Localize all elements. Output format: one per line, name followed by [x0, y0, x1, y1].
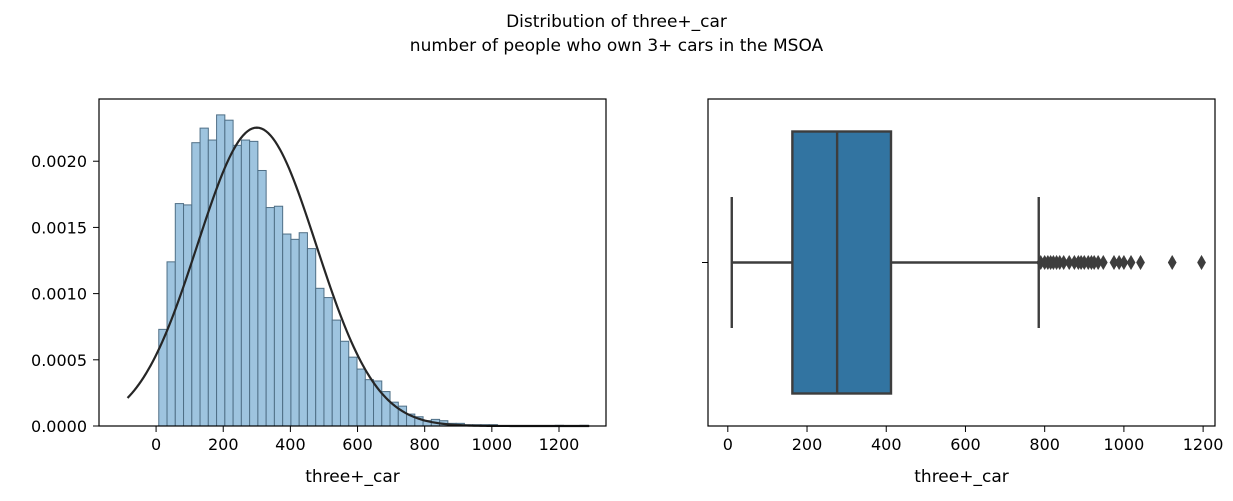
histogram-bar — [158, 328, 168, 427]
histogram-plot: 0 200 400 600 800 1000 1200 0.0000 0.0005 0.0010 0… — [31, 98, 607, 487]
histogram-bar — [339, 340, 350, 427]
histogram-bar — [166, 261, 176, 427]
histogram-bar — [232, 144, 242, 427]
histogram-bar — [282, 233, 292, 427]
chart-subtitle: number of people who own 3+ cars in the … — [409, 36, 824, 56]
x-tick-label: 1200 — [539, 435, 580, 454]
histogram-bar — [290, 238, 300, 427]
histogram-bar — [298, 232, 308, 427]
iqr-box — [791, 130, 893, 395]
histogram-bar — [249, 140, 259, 427]
x-tick-label: 0 — [151, 435, 161, 454]
outlier-point — [1119, 254, 1129, 271]
chart-title: Distribution of three+_car — [506, 12, 727, 32]
y-tick-label: 0.0010 — [31, 285, 87, 304]
x-tick-label: 800 — [409, 435, 440, 454]
x-tick-label: 1200 — [1183, 435, 1224, 454]
histogram-frame — [98, 98, 607, 427]
x-tick-label: 0 — [723, 435, 733, 454]
histogram-bar — [191, 142, 201, 427]
histogram-bar — [273, 205, 284, 427]
histogram-bar — [331, 319, 341, 427]
x-tick-label: 400 — [871, 435, 902, 454]
histogram-bar — [265, 207, 275, 427]
x-axis-label: three+_car — [305, 467, 399, 487]
histogram-bar — [174, 203, 185, 427]
histogram-bar — [323, 297, 333, 427]
histogram-bar — [257, 169, 267, 427]
x-axis-label: three+_car — [914, 467, 1008, 487]
y-tick-label: 0.0015 — [31, 218, 87, 237]
boxplot-plot: 0 200 400 600 800 1000 1200 three+_car — [702, 98, 1224, 487]
x-tick-label: 1000 — [1104, 435, 1145, 454]
outlier-point — [1197, 254, 1206, 271]
histogram-bar — [306, 248, 317, 427]
histogram-bar — [364, 379, 375, 427]
histogram-bar — [199, 127, 209, 427]
histogram-bar — [348, 356, 358, 427]
outlier-point — [1167, 254, 1177, 271]
y-tick-label: 0.0000 — [31, 417, 87, 436]
x-tick-label: 800 — [1029, 435, 1060, 454]
y-tick-label: 0.0005 — [31, 351, 87, 370]
histogram-bar — [315, 287, 325, 427]
histogram-bar — [216, 114, 226, 427]
x-tick-label: 600 — [342, 435, 373, 454]
x-tick-label: 400 — [275, 435, 306, 454]
histogram-bar — [240, 139, 251, 427]
outlier-point — [1126, 254, 1136, 271]
x-tick-label: 1000 — [471, 435, 512, 454]
histogram-bar — [183, 204, 193, 427]
x-tick-label: 200 — [208, 435, 239, 454]
histogram-bar — [207, 139, 218, 427]
outlier-point — [1098, 254, 1108, 271]
x-tick-label: 200 — [792, 435, 823, 454]
x-tick-label: 600 — [950, 435, 981, 454]
outlier-point — [1136, 254, 1145, 271]
y-tick-label: 0.0020 — [31, 152, 87, 171]
histogram-bar — [356, 368, 366, 427]
